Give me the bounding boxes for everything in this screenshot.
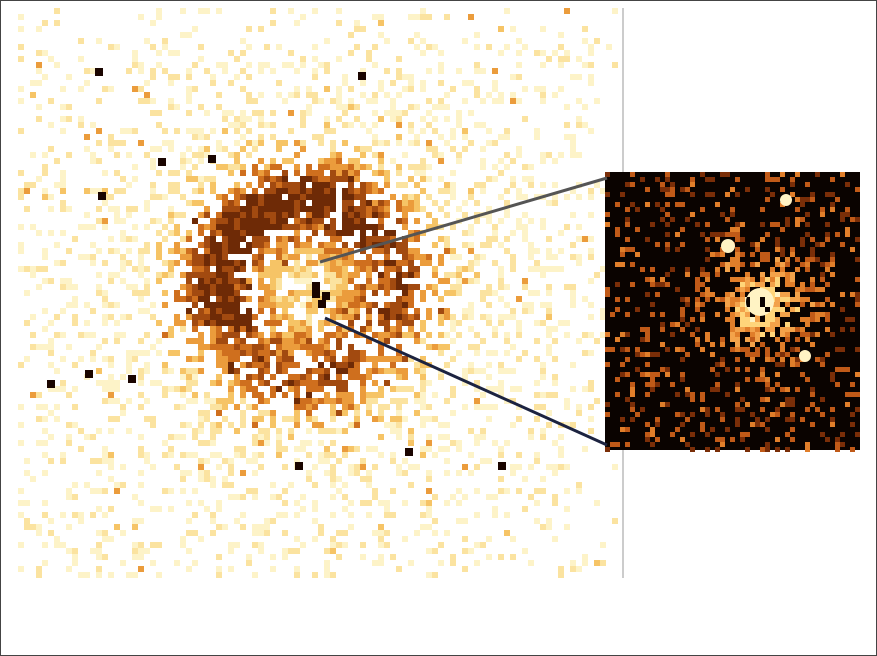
image (0, 0, 877, 656)
